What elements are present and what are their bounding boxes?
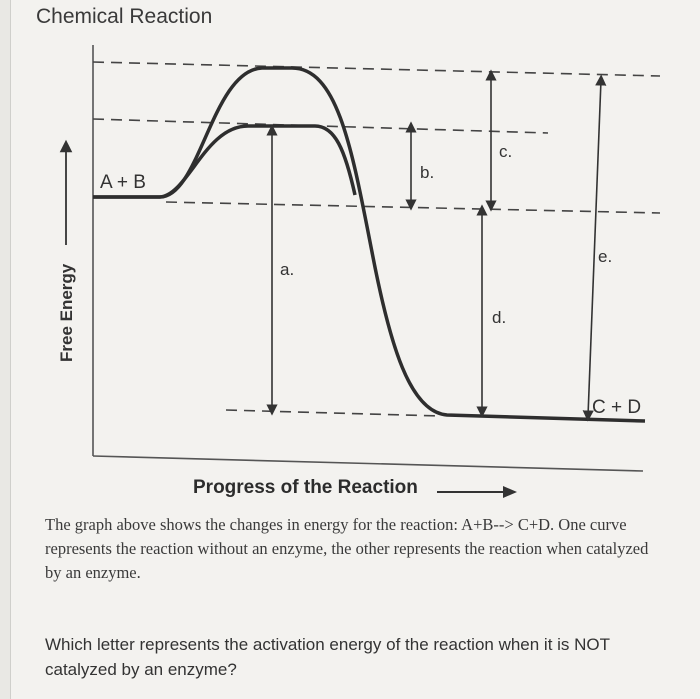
x-axis-arrow bbox=[437, 486, 517, 498]
label-c: c. bbox=[499, 142, 512, 161]
label-e: e. bbox=[598, 247, 612, 266]
label-d: d. bbox=[492, 308, 506, 327]
dashed-reference-lines bbox=[92, 61, 661, 417]
y-axis-label: Free Energy bbox=[57, 263, 76, 362]
question-text: Which letter represents the activation e… bbox=[45, 635, 610, 679]
uncatalyzed-curve bbox=[93, 66, 646, 423]
energy-diagram: A + B C + D a. b. c. d. e. Free Energy bbox=[57, 45, 661, 472]
x-axis-line bbox=[92, 455, 644, 472]
x-axis-label: Progress of the Reaction bbox=[193, 477, 418, 498]
label-b: b. bbox=[420, 163, 434, 182]
products-label: C + D bbox=[592, 397, 641, 418]
reactants-label: A + B bbox=[100, 172, 146, 193]
description-text: The graph above shows the changes in ene… bbox=[45, 515, 649, 582]
label-a: a. bbox=[280, 260, 294, 279]
catalyzed-curve bbox=[159, 124, 357, 199]
arrow-e bbox=[582, 74, 607, 422]
page-title: Chemical Reaction bbox=[36, 5, 213, 28]
